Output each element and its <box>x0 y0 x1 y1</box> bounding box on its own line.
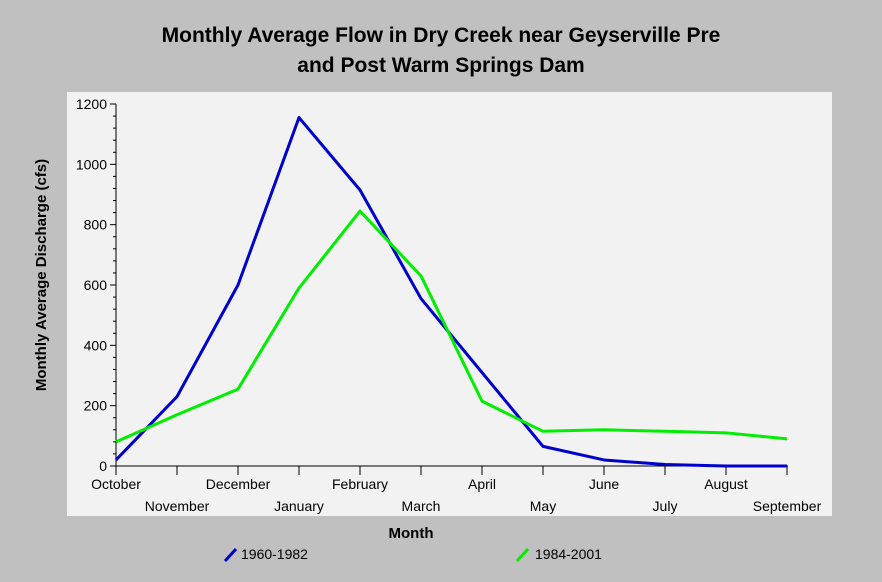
x-tick-label: January <box>274 498 324 514</box>
legend-label-1984-2001: 1984-2001 <box>535 546 602 562</box>
legend-label-1960-1982: 1960-1982 <box>241 546 308 562</box>
y-axis-title: Monthly Average Discharge (cfs) <box>33 159 50 391</box>
y-tick-label: 0 <box>99 458 107 474</box>
chart-title-line-2: and Post Warm Springs Dam <box>297 54 585 77</box>
y-tick-label: 1000 <box>76 156 107 172</box>
x-tick-label: February <box>332 476 388 492</box>
y-tick-label: 1200 <box>76 96 107 112</box>
legend-swatch-1960-1982 <box>223 547 238 563</box>
x-tick-label: October <box>91 476 141 492</box>
x-tick-label: June <box>589 476 620 492</box>
y-ticks: 0 200 400 600 800 1000 1200 <box>76 96 116 474</box>
y-tick-label: 600 <box>84 277 108 293</box>
x-tick-label: July <box>653 498 678 514</box>
x-tick-label: March <box>402 498 441 514</box>
legend-swatch-1984-2001 <box>515 547 530 563</box>
y-tick-label: 800 <box>84 217 108 233</box>
x-tick-label: May <box>530 498 556 514</box>
x-axis-title: Month <box>389 525 434 542</box>
plot-area <box>67 92 832 516</box>
x-tick-label: September <box>753 498 822 514</box>
x-tick-label: November <box>145 498 210 514</box>
x-tick-label: August <box>704 476 748 492</box>
x-tick-label: December <box>206 476 271 492</box>
series-group <box>114 116 788 468</box>
y-tick-label: 400 <box>84 337 108 353</box>
x-tick-label: April <box>468 476 496 492</box>
series-line-1984-2001 <box>115 209 788 444</box>
chart-title-line-1: Monthly Average Flow in Dry Creek near G… <box>161 24 721 47</box>
y-tick-label: 200 <box>84 398 108 414</box>
legend: 1960-1982 1984-2001 <box>223 546 602 563</box>
